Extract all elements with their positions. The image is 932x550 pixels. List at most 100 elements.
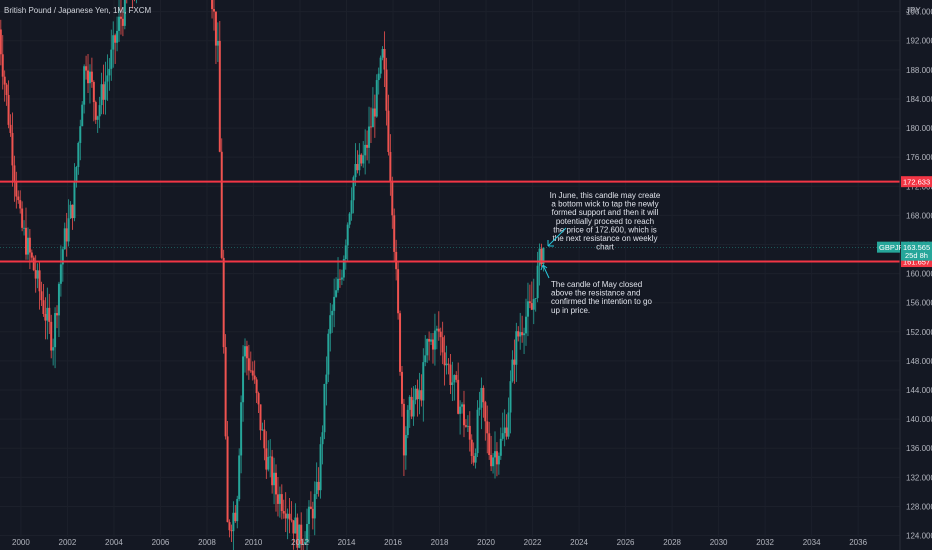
candle-body [433, 330, 436, 350]
candle-body [501, 433, 504, 439]
candle-body [422, 362, 425, 401]
level-tag-label-support: 161.657 [903, 258, 930, 267]
candle-body [121, 18, 124, 26]
candle-body [98, 105, 101, 117]
price-tag-countdown: 25d 8h [905, 251, 928, 260]
candle-body [457, 379, 460, 414]
x-tick-label: 2036 [849, 538, 867, 547]
candle-body [40, 291, 43, 301]
candle-body [23, 227, 26, 229]
candle-body [42, 300, 45, 315]
candle-body [414, 388, 417, 401]
candle-body [255, 379, 258, 394]
x-tick-label: 2008 [198, 538, 216, 547]
candle-body [228, 522, 231, 531]
candle-body [472, 455, 475, 463]
candle-body [79, 126, 82, 143]
candle-body [540, 248, 543, 265]
y-tick-label: 176.000 [906, 153, 932, 162]
candle-body [509, 381, 512, 413]
symbol-tag [877, 241, 900, 253]
candle-body [224, 347, 227, 437]
candle-body [331, 310, 334, 316]
y-tick-label: 124.000 [906, 532, 932, 541]
candle-body [476, 409, 479, 454]
candle-body [397, 269, 400, 314]
june-note-line: In June, this candle may create [550, 191, 661, 200]
candle-body [400, 371, 403, 404]
candle-body [65, 228, 68, 242]
candle-body [486, 421, 489, 434]
may-note-line: up in price. [551, 306, 590, 315]
candle-body [348, 213, 351, 225]
june-note-line: formed support and then it will [552, 208, 659, 217]
candle-body [85, 66, 88, 71]
candle-body [373, 108, 376, 117]
candle-body [280, 494, 283, 512]
candle-body [304, 541, 307, 545]
horizontal-levels[interactable] [0, 180, 900, 263]
candle-body [352, 177, 355, 201]
candle-body [234, 512, 237, 522]
candle-body [38, 270, 41, 292]
candle-body [462, 404, 465, 426]
candle-body [356, 164, 359, 171]
candle-body [296, 517, 299, 548]
candle-body [15, 180, 18, 197]
candle-body [249, 370, 252, 372]
candle-body [523, 333, 526, 336]
candle-body [515, 331, 518, 365]
price-axis-panel [900, 0, 932, 550]
may-note-line: above the resistance and [551, 289, 640, 298]
candle-body [435, 328, 438, 331]
candle-body [222, 257, 225, 348]
symbol-tag-label: GBPJPY [879, 243, 909, 252]
candle-body [284, 513, 287, 519]
y-tick-label: 160.000 [906, 270, 932, 279]
candle-body [218, 40, 221, 152]
time-axis[interactable]: 2000 2002 2004 2006 2008 2010 2012 2014 2016 2018… [12, 538, 868, 547]
candle-body [81, 104, 84, 127]
candle-body [455, 375, 458, 380]
candle-body [402, 403, 405, 456]
candle-body [298, 524, 301, 548]
candle-body [108, 68, 111, 76]
candle-body [87, 70, 90, 84]
x-tick-label: 2012 [291, 538, 309, 547]
june-arrow [547, 227, 567, 247]
candle-body [337, 278, 340, 291]
candle-body [424, 355, 427, 363]
candle-body [375, 80, 378, 117]
candle-body [313, 494, 316, 519]
candle-body [439, 331, 442, 338]
candle-body [530, 303, 533, 310]
candle-body [259, 404, 262, 431]
candle-body [468, 425, 471, 440]
candle-body [216, 40, 219, 46]
candle-body [59, 264, 62, 284]
candle-body [321, 432, 324, 445]
candle-body [11, 132, 14, 166]
candle-body [106, 75, 109, 82]
candle-body [67, 218, 70, 242]
candle-body [104, 81, 107, 100]
candle-body [517, 331, 520, 337]
candle-body [88, 71, 91, 84]
candle-body [406, 409, 409, 436]
level-tag-support [901, 256, 932, 268]
candle-body [526, 301, 529, 317]
candle-body [389, 151, 392, 182]
candle-body [538, 248, 541, 266]
candle-body [412, 400, 415, 417]
candle-body [26, 237, 29, 255]
x-tick-label: 2018 [431, 538, 449, 547]
candle-body [267, 456, 270, 470]
candle-body [342, 259, 345, 278]
chart-title: British Pound / Japanese Yen, 1M, FXCM [4, 6, 152, 15]
candle-body [495, 451, 498, 465]
candle-body [46, 307, 49, 321]
